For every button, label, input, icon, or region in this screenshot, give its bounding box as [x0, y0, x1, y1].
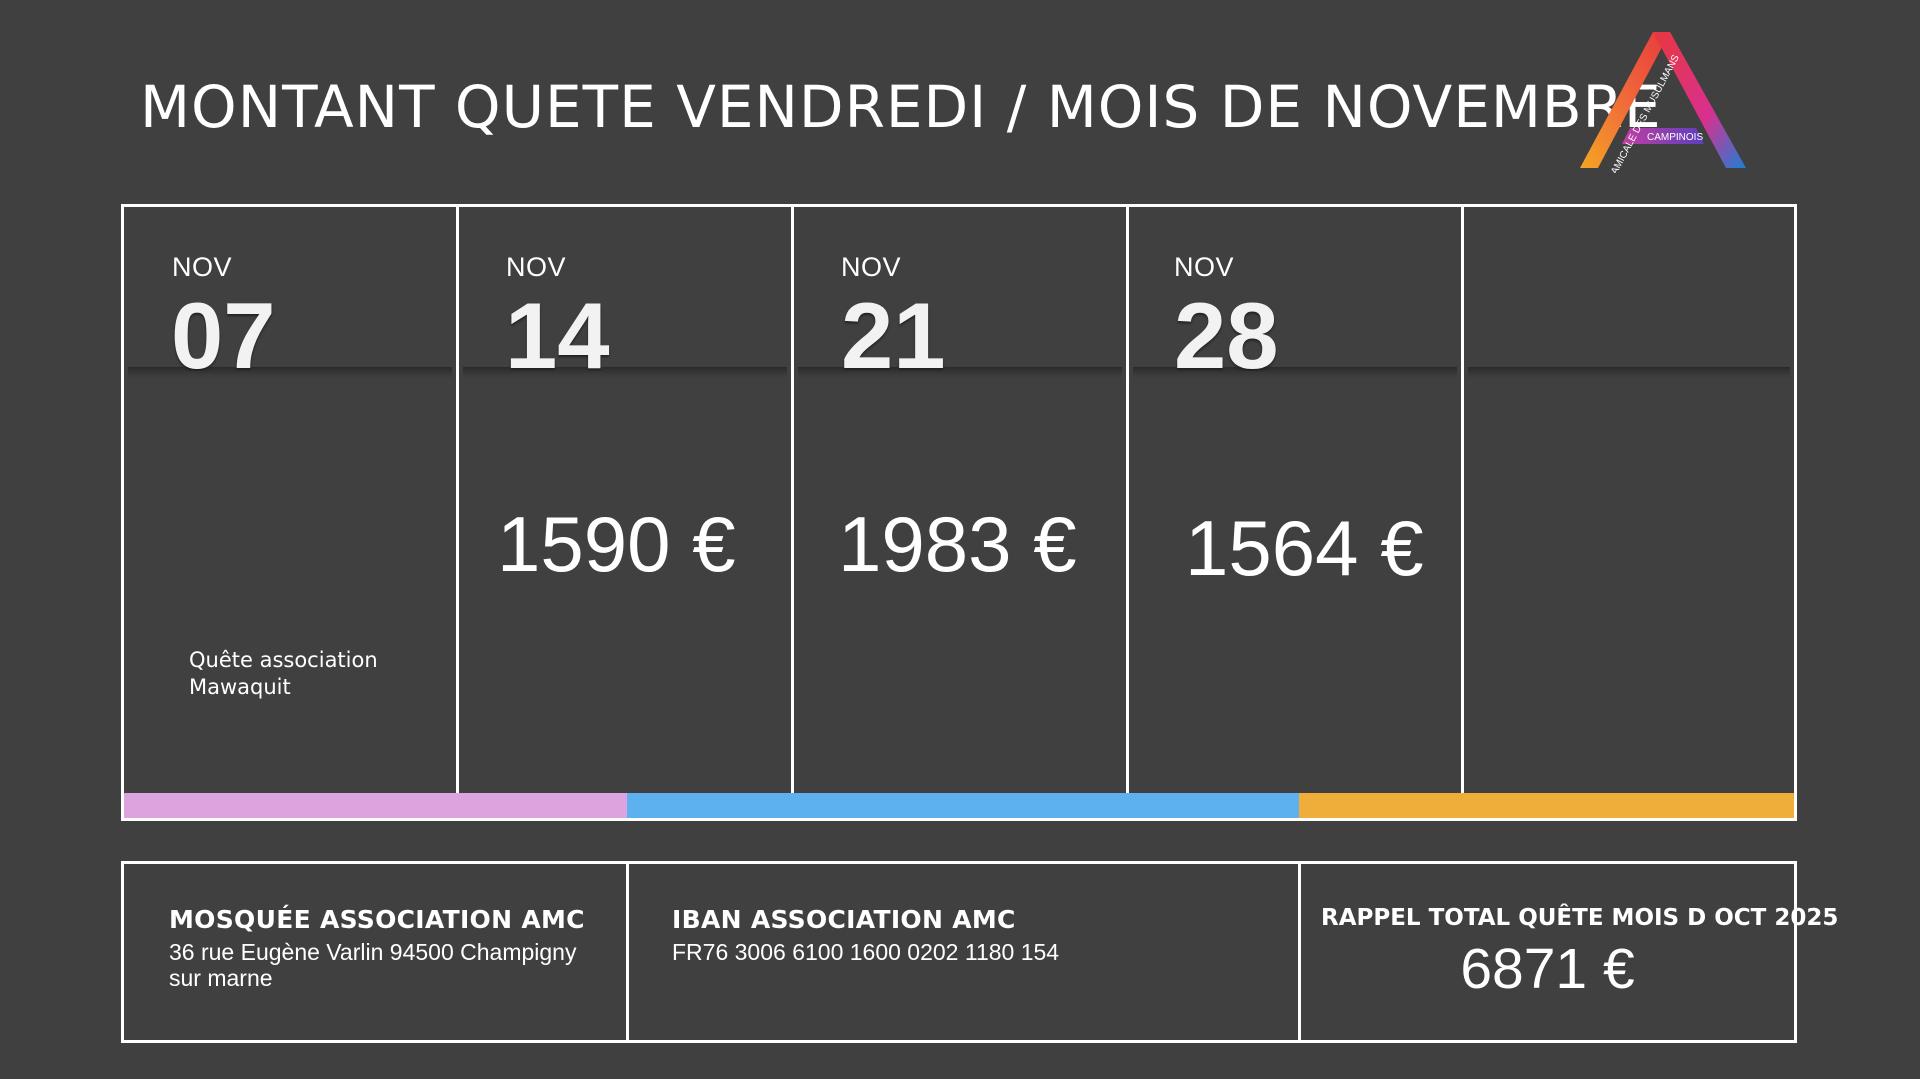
- day-number: 28: [1174, 289, 1279, 371]
- day-number: 21: [841, 289, 946, 371]
- color-bar-blue: [627, 793, 1299, 818]
- mosque-cell: MOSQUÉE ASSOCIATION AMC 36 rue Eugène Va…: [124, 864, 629, 1040]
- page-title: MONTANT QUETE VENDREDI / MOIS DE NOVEMBR…: [140, 73, 1662, 141]
- logo-sub-text: CAMPINOIS: [1647, 132, 1703, 143]
- color-bar-orange: [1299, 793, 1794, 818]
- mosque-title: MOSQUÉE ASSOCIATION AMC: [169, 905, 585, 934]
- calendar-grid: NOV 07 Quête association Mawaquit NOV 14…: [121, 204, 1797, 821]
- month-label: NOV: [1174, 252, 1235, 282]
- month-label: NOV: [841, 252, 902, 282]
- calendar-column: NOV 14 1590 €: [459, 207, 794, 793]
- day-number: 14: [505, 289, 610, 371]
- color-bar-pink: [124, 793, 627, 818]
- mosque-address: 36 rue Eugène Varlin 94500 Champigny sur…: [169, 939, 577, 991]
- amc-logo-icon: AMICALE DES MUSULMANS CAMPINOIS: [1580, 32, 1746, 173]
- amount-value: 1983 €: [838, 500, 1077, 588]
- calendar-column: NOV 28 1564 €: [1129, 207, 1464, 793]
- month-label: NOV: [172, 252, 233, 282]
- info-panel: MOSQUÉE ASSOCIATION AMC 36 rue Eugène Va…: [121, 861, 1839, 1043]
- amount-value: 1564 €: [1185, 504, 1424, 592]
- iban-value: FR76 3006 6100 1600 0202 1180 154: [672, 939, 1060, 965]
- calendar-column: [1464, 207, 1794, 793]
- day-number: 07: [171, 289, 276, 371]
- iban-title: IBAN ASSOCIATION AMC: [672, 905, 1016, 934]
- month-label: NOV: [506, 252, 567, 282]
- amount-value: 1590 €: [497, 500, 736, 588]
- rappel-cell: RAPPEL TOTAL QUÊTE MOIS D OCT 2025 6871 …: [1301, 864, 1839, 1040]
- calendar-column: NOV 07 Quête association Mawaquit: [124, 207, 459, 793]
- iban-cell: IBAN ASSOCIATION AMC FR76 3006 6100 1600…: [629, 864, 1301, 1040]
- calendar-column: NOV 21 1983 €: [794, 207, 1129, 793]
- rappel-value: 6871 €: [1460, 937, 1635, 1001]
- column-note: Quête association Mawaquit: [189, 648, 378, 699]
- rappel-title: RAPPEL TOTAL QUÊTE MOIS D OCT 2025: [1321, 905, 1839, 931]
